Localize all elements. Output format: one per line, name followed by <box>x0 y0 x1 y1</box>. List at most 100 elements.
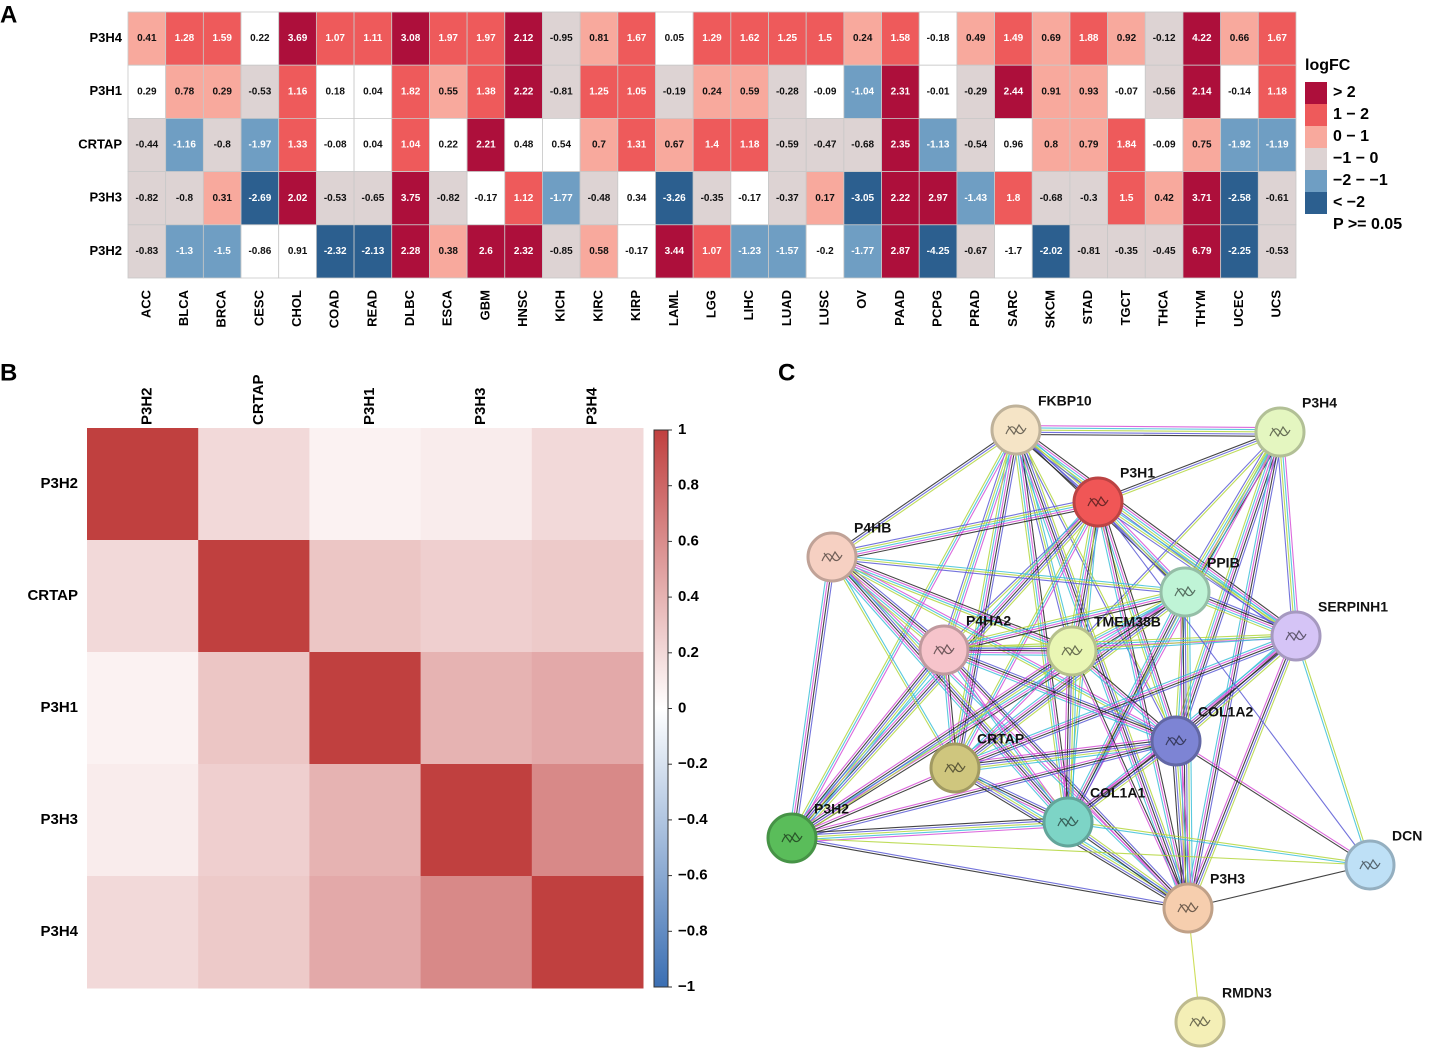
edge <box>1013 430 1187 909</box>
cell <box>353 118 393 173</box>
cell-label: 0.48 <box>514 140 534 151</box>
edge <box>1095 502 1187 909</box>
cell-label: -4.25 <box>927 246 950 257</box>
edge <box>791 738 1176 837</box>
cell-label: 0.79 <box>1079 140 1099 151</box>
cell-label: -1.7 <box>1005 246 1023 257</box>
cell-label: 2.6 <box>479 246 493 257</box>
cell-label: -0.35 <box>701 193 724 204</box>
node-label: P3H3 <box>1210 871 1245 887</box>
cell <box>730 171 769 226</box>
edge <box>831 557 1072 653</box>
column-label: UCS <box>1269 290 1284 318</box>
edge <box>944 592 1186 652</box>
edge <box>791 817 1068 835</box>
cell-label: 0.05 <box>665 33 685 44</box>
cell-label: 1.16 <box>288 86 308 97</box>
node-icon <box>1177 901 1199 914</box>
cell <box>198 540 310 653</box>
cell-label: 1.28 <box>175 33 195 44</box>
edge <box>943 650 1176 743</box>
cell-label: 1.05 <box>627 86 647 97</box>
cell <box>805 11 845 66</box>
edge <box>943 649 1189 909</box>
edge <box>945 648 1190 907</box>
cell-label: -2.25 <box>1228 246 1251 257</box>
cell <box>87 540 199 653</box>
colorbar-tick-label: 0.2 <box>678 644 699 661</box>
edge <box>1177 740 1191 908</box>
cell-label: -0.19 <box>663 86 686 97</box>
cell-label: -0.17 <box>475 193 498 204</box>
cell-label: 2.14 <box>1192 86 1212 97</box>
edge <box>1099 501 1191 908</box>
cell <box>315 171 355 226</box>
cell <box>542 11 581 66</box>
legend-label: > 2 <box>1333 84 1356 101</box>
cell-label: 1.04 <box>401 140 421 151</box>
cell-label: 0.8 <box>1044 140 1058 151</box>
cell-label: 0.55 <box>439 86 459 97</box>
edge <box>944 594 1186 654</box>
cell <box>1182 171 1222 226</box>
cell-label: -0.85 <box>550 246 573 257</box>
edge <box>1016 429 1070 822</box>
edge <box>789 647 1071 836</box>
cell-label: -0.3 <box>1080 193 1098 204</box>
edge <box>950 429 1013 768</box>
cell <box>1031 224 1071 279</box>
cell <box>956 11 995 66</box>
cell <box>994 224 1033 279</box>
edge <box>1096 502 1176 742</box>
cell-label: 1.59 <box>212 33 232 44</box>
edge <box>1177 637 1298 744</box>
cell <box>956 64 995 119</box>
cell-label: 2.02 <box>288 193 308 204</box>
cell-label: 0.24 <box>702 86 722 97</box>
column-label: CHOL <box>289 290 304 327</box>
cell <box>692 11 732 66</box>
edge <box>791 649 945 839</box>
cell-label: -2.58 <box>1228 193 1251 204</box>
column-label: P3H4 <box>583 387 600 425</box>
cell-label: -2.02 <box>1040 246 1063 257</box>
cell-label: 1.18 <box>1267 86 1287 97</box>
cell-label: -0.29 <box>964 86 987 97</box>
cell-label: 1.31 <box>627 140 647 151</box>
node-label: P3H1 <box>1120 465 1155 481</box>
row-label: CRTAP <box>27 587 78 604</box>
cell-label: 0.18 <box>325 86 345 97</box>
panel-letter: A <box>0 1 17 28</box>
edge <box>832 503 1099 560</box>
cell <box>391 11 430 66</box>
edge <box>1097 501 1371 866</box>
column-label: P3H3 <box>472 387 489 425</box>
edge <box>791 838 1188 910</box>
edge <box>1070 593 1189 824</box>
cell-label: 0.41 <box>137 33 157 44</box>
node-label: DCN <box>1392 828 1422 844</box>
edge <box>954 738 1176 767</box>
edge <box>830 427 1016 556</box>
node-icon <box>1087 495 1109 508</box>
edge <box>943 590 1185 650</box>
edge <box>1175 431 1281 742</box>
colorbar-tick-label: −0.2 <box>678 755 708 772</box>
column-label: BLCA <box>176 289 191 326</box>
edge <box>792 836 1189 908</box>
edge <box>1182 430 1279 592</box>
cell-label: 1.25 <box>589 86 609 97</box>
cell <box>881 224 920 279</box>
node-label: COL1A1 <box>1090 785 1145 801</box>
edge <box>832 556 957 768</box>
cell <box>309 652 422 765</box>
node-label: RMDN3 <box>1222 985 1272 1001</box>
cell <box>805 118 845 173</box>
cell-label: 1.88 <box>1079 33 1099 44</box>
node-icon <box>1057 815 1079 828</box>
cell <box>531 540 644 653</box>
edge <box>1017 429 1075 651</box>
edge <box>1184 431 1281 593</box>
cell-label: 2.28 <box>401 246 421 257</box>
node-icon <box>933 643 955 656</box>
